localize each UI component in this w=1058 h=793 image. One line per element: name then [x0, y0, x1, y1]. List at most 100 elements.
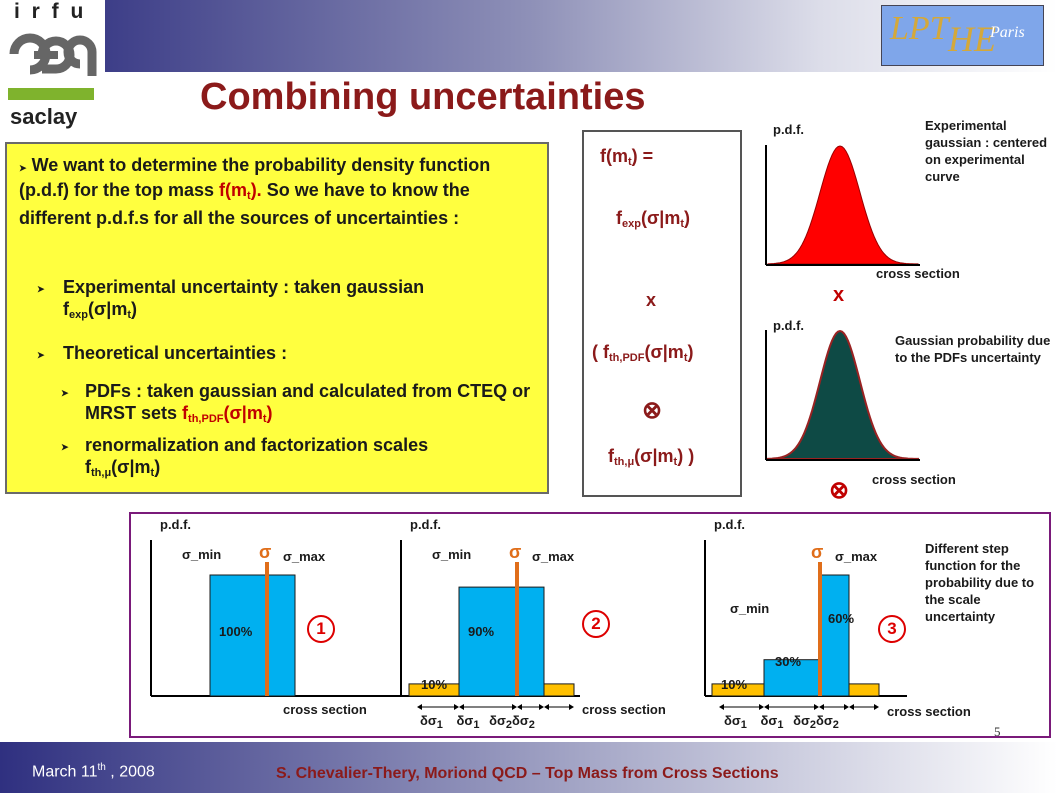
p2-arrow-ds1a-head-r: [454, 704, 459, 710]
logo-saclay-text: saclay: [10, 104, 78, 129]
logo-he-text: HE: [948, 19, 996, 59]
p2-pct-90: 90%: [468, 624, 495, 639]
p3-pct-60: 60%: [828, 611, 855, 626]
formula-f-mu: fth,μ(σ|mt) ): [608, 446, 695, 468]
cea-logo-icon: [9, 33, 97, 76]
intro-fm: f(mt).: [219, 180, 262, 202]
theo-label: Theoretical uncertainties :: [63, 343, 288, 363]
p2-ylabel: p.d.f.: [410, 517, 442, 532]
formula-conv-icon: ⊗: [642, 397, 663, 424]
pdf-label: PDFs : taken gaussian and calculated fro…: [85, 381, 531, 423]
bullet-arrow-icon: ➤: [37, 350, 45, 360]
p1-xlabel: cross section: [283, 702, 367, 717]
p3-ds-labels: δσ1 δσ1 δσ2δσ2: [724, 713, 839, 731]
p3-sigma: σ: [811, 542, 824, 562]
p2-sigma-max: σ_max: [532, 549, 575, 564]
logo-cea-mark: [6, 26, 98, 84]
p2-pct-10: 10%: [421, 677, 448, 692]
pdf-bullet: ➤ PDFs : taken gaussian and calculated f…: [61, 380, 541, 430]
bullet-arrow-icon: ➤: [61, 442, 69, 452]
p3-pct-30: 30%: [775, 654, 802, 669]
p3-arrow-ds1b-head-l: [764, 704, 769, 710]
p2-bar-90: [458, 586, 545, 697]
page-number: 5: [994, 724, 1001, 739]
p3-arrow-ds1a-head-r: [759, 704, 764, 710]
scale-fn: fth,μ(σ|mt): [85, 457, 161, 479]
intro-tail: So we have to know the different p.d.f.s…: [19, 180, 470, 228]
logo-paris-text: Paris: [990, 24, 1025, 41]
convolution-icon: ⊗: [829, 477, 850, 504]
page-title: Combining uncertainties: [200, 76, 646, 118]
p2-arrow-ds1a-head-l: [417, 704, 422, 710]
p3-pct-10: 10%: [721, 677, 748, 692]
p3-sigma-min: σ_min: [730, 601, 770, 616]
step-note: Different step function for the probabil…: [925, 541, 1035, 624]
bullet-arrow-icon: ➤: [61, 388, 69, 398]
exp-bullet: ➤ Experimental uncertainty : taken gauss…: [37, 276, 537, 326]
p1-bar-100: [209, 574, 296, 697]
formula-lhs: f(mt) =: [600, 146, 654, 168]
p3-bar-30: [763, 659, 820, 697]
p3-arrow-ds1a-head-l: [719, 704, 724, 710]
footer-date: March 11th , 2008: [32, 762, 155, 781]
pdf-note: Gaussian probability due to the PDFs unc…: [895, 333, 1051, 365]
p2-arrow-ds2a-head-l: [517, 704, 522, 710]
lpthe-paris-logo: LPT HE Paris: [881, 5, 1044, 66]
intro-paragraph: ➤ We want to determine the probability d…: [19, 154, 543, 229]
p2-sigma-min: σ_min: [432, 547, 472, 562]
exp-note: Experimental gaussian : centered on expe…: [925, 118, 1048, 184]
p1-sigma: σ: [259, 542, 272, 562]
logo-green-bar: [8, 88, 94, 100]
p1-pct-100: 100%: [219, 624, 253, 639]
p2-arrow-ds2b-head-r: [569, 704, 574, 710]
intro-text: We want to determine the probability den…: [19, 155, 491, 200]
scale-bullet: ➤ renormalization and factorization scal…: [61, 434, 541, 484]
p1-sigma-max: σ_max: [283, 549, 326, 564]
multiply-sign: x: [833, 284, 845, 306]
step-function-box: [129, 512, 1051, 738]
pdf-fn: fth,PDF(σ|mt): [182, 403, 273, 425]
p2-xlabel: cross section: [582, 702, 666, 717]
formula-box: f(mt) = fexp(σ|mt) x ( fth,PDF(σ|mt) ⊗ f…: [582, 130, 742, 497]
p3-bar-high: [848, 683, 880, 697]
theo-bullet: ➤ Theoretical uncertainties :: [37, 342, 537, 364]
exp-xlabel: cross section: [876, 266, 960, 281]
p3-ylabel: p.d.f.: [714, 517, 746, 532]
scale-label: renormalization and factorization scales: [85, 435, 429, 455]
p2-ds-labels: δσ1 δσ1 δσ2δσ2: [420, 713, 535, 731]
bullet-arrow-icon: ➤: [37, 284, 45, 294]
p1-ylabel: p.d.f.: [160, 517, 192, 532]
formula-f-pdf: ( fth,PDF(σ|mt): [592, 342, 694, 364]
p2-arrow-ds2a-head-r: [539, 704, 544, 710]
p3-arrow-ds2b-head-l: [849, 704, 854, 710]
footer-citation: S. Chevalier-Thery, Moriond QCD – Top Ma…: [276, 765, 779, 782]
logo-lpt-text: LPT: [890, 10, 949, 47]
p3-number-badge: 3: [878, 615, 906, 643]
p3-sigma-max: σ_max: [835, 549, 878, 564]
pdf-ylabel: p.d.f.: [773, 318, 805, 333]
exp-gaussian-plot: [765, 145, 920, 266]
exp-label: Experimental uncertainty : taken gaussia…: [63, 277, 425, 297]
p3-arrow-ds1b-head-r: [814, 704, 819, 710]
uncertainty-text-box: ➤ We want to determine the probability d…: [5, 142, 549, 494]
pdf-xlabel: cross section: [872, 472, 956, 487]
p3-arrow-ds2b-head-r: [874, 704, 879, 710]
p2-arrow-ds2b-head-l: [544, 704, 549, 710]
p2-sigma: σ: [509, 542, 522, 562]
exp-fn: fexp(σ|mt): [63, 299, 137, 321]
p2-bar-high: [543, 683, 575, 697]
p2-arrow-ds1b-head-r: [512, 704, 517, 710]
exp-gaussian-curve: [767, 145, 919, 265]
p2-number-badge: 2: [582, 610, 610, 638]
p3-arrow-ds2a-head-r: [844, 704, 849, 710]
pdf-gaussian-plot: [765, 329, 920, 461]
footer-gradient-bar: [0, 742, 1058, 793]
logo-irfu-text: i r f u: [14, 0, 87, 23]
exp-ylabel: p.d.f.: [773, 122, 805, 137]
pdf-gaussian-curve: [767, 329, 919, 460]
p2-arrow-ds1b-head-l: [459, 704, 464, 710]
p1-sigma-min: σ_min: [182, 547, 222, 562]
formula-times: x: [646, 290, 657, 310]
step-function-plots: [150, 540, 907, 710]
bullet-arrow-icon: ➤: [19, 163, 27, 173]
